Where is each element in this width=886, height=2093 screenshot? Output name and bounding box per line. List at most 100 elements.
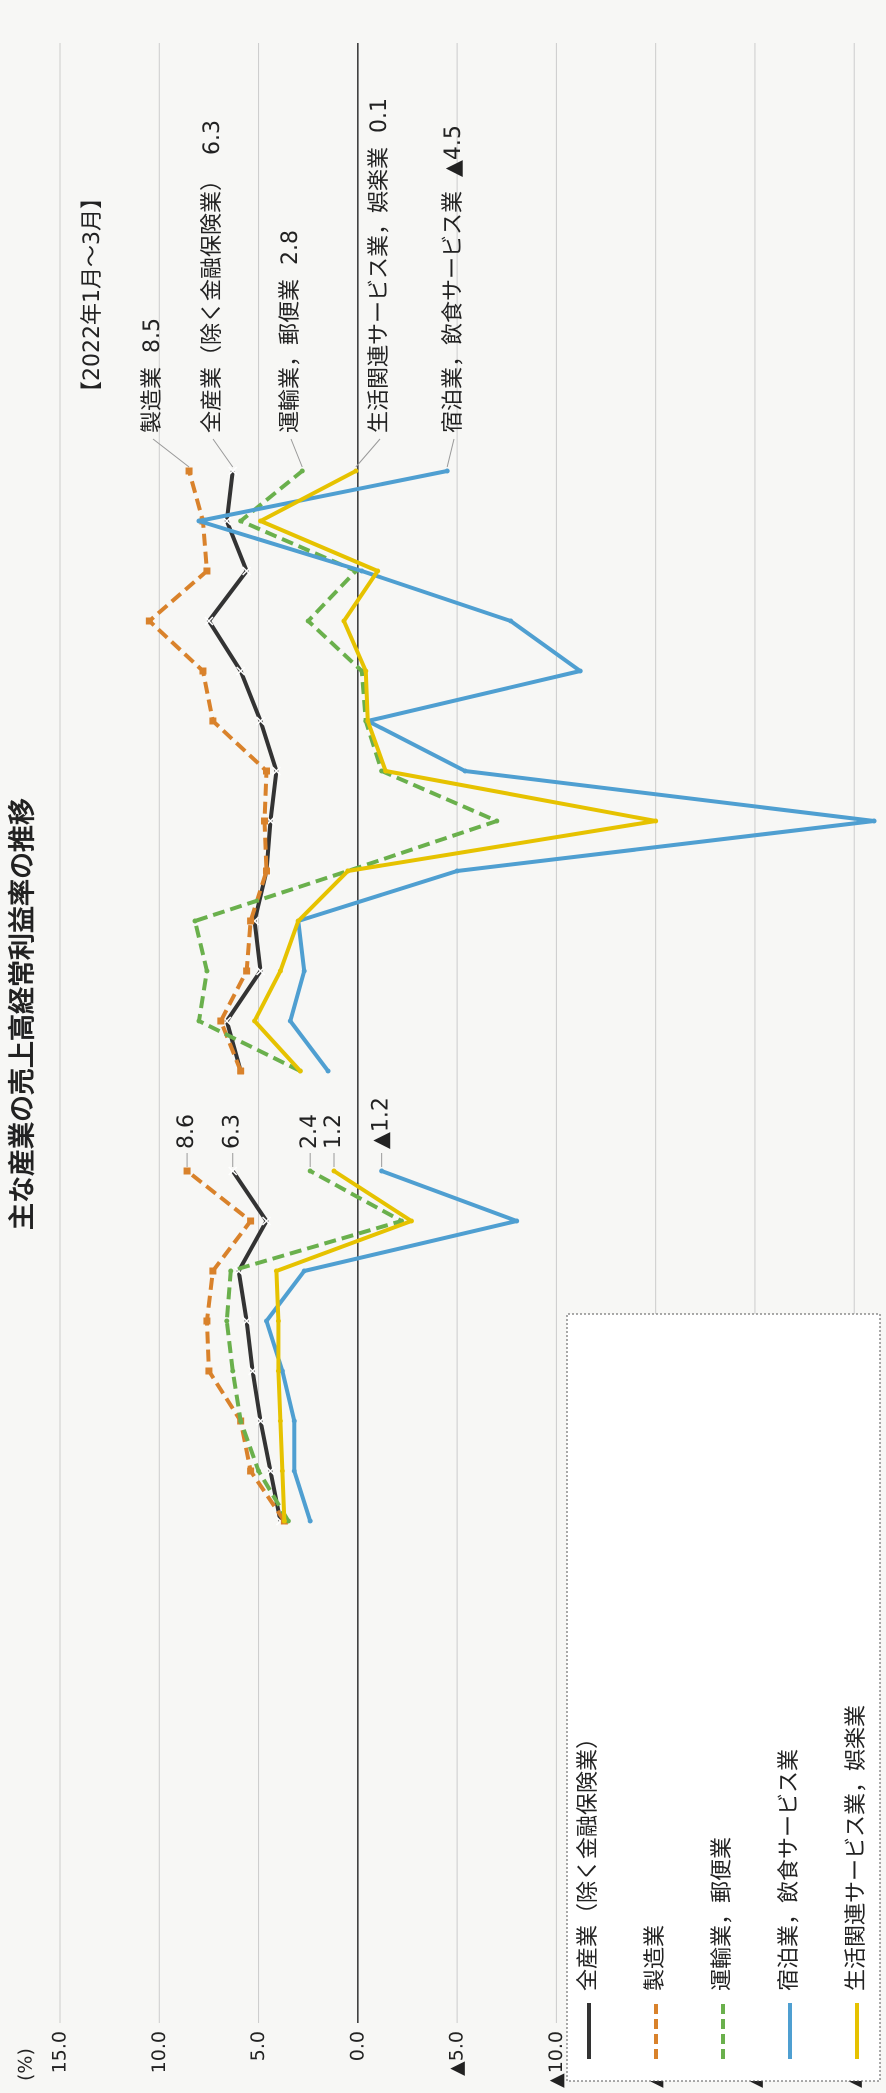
data-label: 1.2: [321, 1114, 346, 1149]
point-marker: [379, 768, 385, 774]
leader-line: [355, 438, 381, 468]
point-marker: [203, 567, 211, 575]
legend-label: 生活関連サービス業，娯楽業: [844, 1705, 869, 1991]
point-marker: [209, 717, 217, 725]
point-marker: [262, 867, 270, 875]
data-label: ▲4.5: [441, 125, 466, 177]
point-marker: [271, 766, 281, 776]
point-marker: [279, 1468, 285, 1474]
data-label: 2.4: [297, 1114, 322, 1149]
point-marker: [462, 768, 468, 774]
point-marker: [297, 1068, 303, 1074]
point-marker: [307, 1168, 313, 1174]
point-marker: [247, 1467, 255, 1475]
point-marker: [252, 1018, 258, 1024]
point-marker: [237, 1067, 245, 1075]
point-marker: [577, 668, 583, 674]
point-marker: [299, 468, 305, 474]
point-marker: [196, 1018, 202, 1024]
series-annotation: 運輸業，郵便業: [278, 279, 303, 433]
series-annotation: 全産業（除く金融保険業）: [200, 169, 225, 433]
point-marker: [228, 466, 238, 476]
point-marker: [224, 1318, 230, 1324]
point-marker: [199, 667, 207, 675]
point-marker: [230, 1368, 236, 1374]
data-label: 8.6: [174, 1114, 199, 1149]
point-marker: [256, 966, 266, 976]
leader-line: [290, 438, 303, 468]
legend-label: 宿泊業，飲食サービス業: [777, 1749, 802, 1991]
point-marker: [222, 516, 232, 526]
y-tick-label: 15.0: [49, 2031, 71, 2073]
point-marker: [238, 518, 244, 524]
point-marker: [363, 668, 369, 674]
point-marker: [345, 868, 351, 874]
legend-label: 運輸業，郵便業: [710, 1837, 735, 1991]
legend-label: 全産業（除く金融保険業）: [576, 1727, 601, 1991]
data-label: 8.5: [140, 318, 165, 353]
point-marker: [228, 1268, 234, 1274]
y-tick-label: 5.0: [247, 2031, 269, 2061]
point-marker: [256, 716, 266, 726]
point-marker: [494, 818, 500, 824]
point-marker: [247, 917, 255, 925]
data-label: 2.8: [278, 230, 303, 265]
point-marker: [258, 518, 264, 524]
point-marker: [301, 968, 307, 974]
point-marker: [305, 618, 311, 624]
data-label: 6.3: [200, 120, 225, 155]
point-marker: [365, 718, 371, 724]
point-marker: [204, 616, 214, 626]
point-marker: [242, 566, 252, 576]
point-marker: [291, 1468, 297, 1474]
point-marker: [261, 817, 269, 825]
point-marker: [265, 1466, 275, 1476]
point-marker: [325, 1068, 331, 1074]
leader-line: [446, 438, 455, 468]
point-marker: [277, 1418, 283, 1424]
point-marker: [256, 1416, 266, 1426]
point-marker: [353, 468, 359, 474]
data-label: 0.1: [367, 98, 392, 133]
point-marker: [262, 767, 270, 775]
y-tick-label: ▲5.0: [446, 2031, 468, 2076]
point-marker: [275, 1368, 281, 1374]
point-marker: [285, 1518, 291, 1524]
point-marker: [217, 1017, 225, 1025]
point-marker: [383, 768, 389, 774]
point-marker: [228, 1166, 238, 1176]
point-marker: [359, 568, 365, 574]
point-marker: [653, 818, 659, 824]
annotation: 【2022年1月～3月】: [80, 187, 105, 403]
point-marker: [203, 1317, 211, 1325]
series-annotation: 宿泊業，飲食サービス業: [441, 191, 466, 433]
chart-title: 主な産業の売上高経常利益率の推移: [7, 798, 39, 1230]
point-marker: [196, 518, 202, 524]
point-marker: [273, 1268, 279, 1274]
point-marker: [247, 1217, 255, 1225]
point-marker: [375, 568, 381, 574]
point-marker: [301, 1268, 307, 1274]
point-marker: [256, 1468, 262, 1474]
point-marker: [205, 1367, 213, 1375]
leader-line: [152, 438, 190, 468]
legend-label: 製造業: [643, 1925, 668, 1991]
point-marker: [287, 1018, 293, 1024]
point-marker: [238, 1418, 244, 1424]
series-annotation: 生活関連サービス業，娯楽業: [367, 147, 392, 433]
series-annotation: 製造業: [140, 367, 165, 433]
point-marker: [291, 1418, 297, 1424]
point-marker: [444, 468, 450, 474]
point-marker: [307, 1518, 313, 1524]
point-marker: [209, 1267, 217, 1275]
point-marker: [145, 617, 153, 625]
point-marker: [279, 1368, 285, 1374]
point-marker: [248, 1366, 258, 1376]
data-label: ▲1.2: [369, 1097, 394, 1149]
point-marker: [243, 967, 251, 975]
point-marker: [192, 918, 198, 924]
legend-box: [566, 1313, 881, 2082]
point-marker: [379, 1168, 385, 1174]
point-marker: [204, 968, 210, 974]
series-line: [147, 470, 287, 1523]
